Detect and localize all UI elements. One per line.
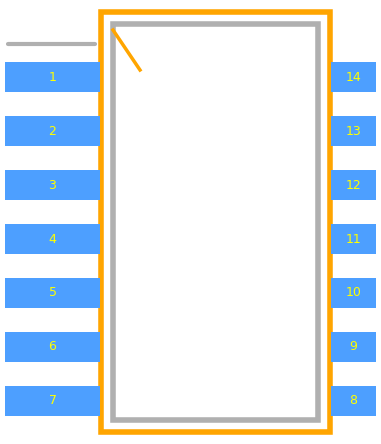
Text: 2: 2 xyxy=(48,124,56,138)
Text: 3: 3 xyxy=(48,178,56,191)
Text: 12: 12 xyxy=(346,178,361,191)
Bar xyxy=(331,170,376,200)
Bar xyxy=(5,386,100,416)
Text: 4: 4 xyxy=(48,233,56,246)
Text: 1: 1 xyxy=(48,71,56,83)
Bar xyxy=(101,12,330,432)
Bar xyxy=(5,224,100,254)
Bar xyxy=(331,62,376,92)
Text: 13: 13 xyxy=(346,124,361,138)
Bar xyxy=(331,278,376,308)
Bar xyxy=(5,332,100,362)
Bar xyxy=(5,278,100,308)
Text: 8: 8 xyxy=(349,395,357,408)
Bar xyxy=(5,62,100,92)
Text: 11: 11 xyxy=(346,233,361,246)
Bar xyxy=(331,386,376,416)
Text: 7: 7 xyxy=(48,395,56,408)
Bar xyxy=(5,116,100,146)
Bar xyxy=(331,224,376,254)
Text: 14: 14 xyxy=(346,71,361,83)
Text: 10: 10 xyxy=(346,286,362,300)
Text: 5: 5 xyxy=(48,286,56,300)
Text: 6: 6 xyxy=(48,341,56,353)
Bar xyxy=(331,332,376,362)
Bar xyxy=(113,24,318,420)
Bar xyxy=(5,170,100,200)
Text: 9: 9 xyxy=(349,341,357,353)
Bar xyxy=(331,116,376,146)
